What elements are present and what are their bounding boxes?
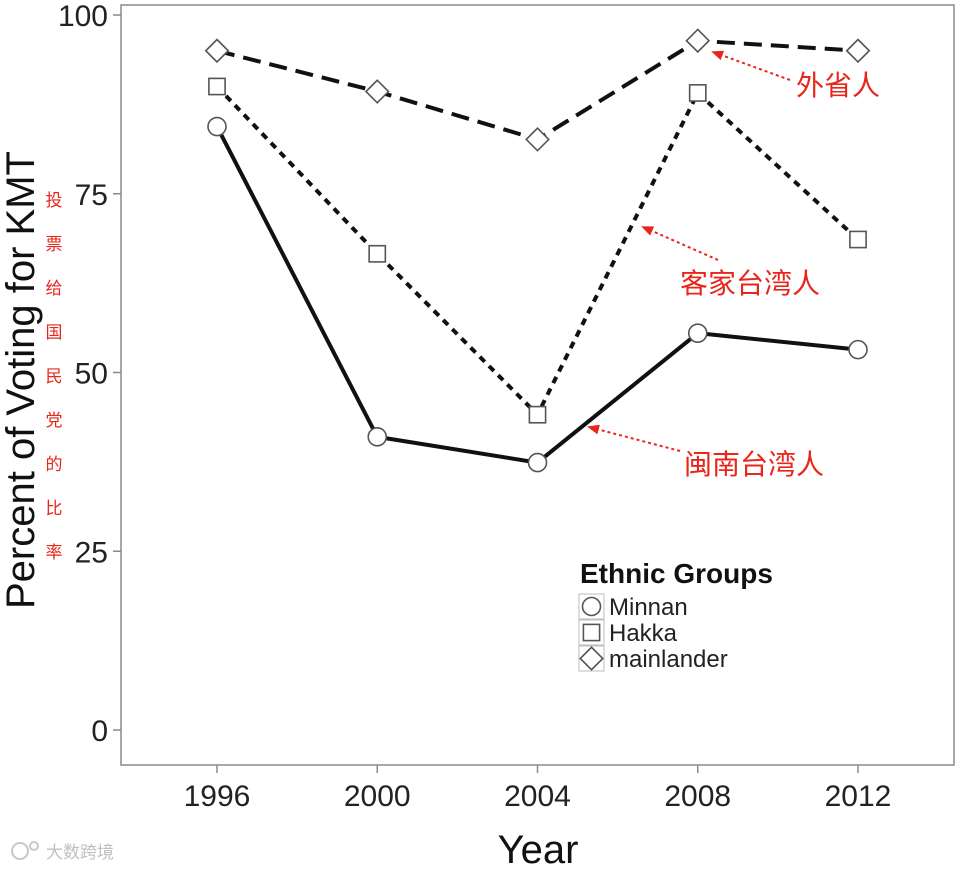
x-tick-label: 2000 xyxy=(344,780,411,813)
annotation-minnan: 闽南台湾人 xyxy=(684,448,824,481)
y-tick-label: 25 xyxy=(75,536,108,569)
y-annotation-char: 的 xyxy=(46,455,63,475)
annotation-arrow-mainlander xyxy=(711,50,791,81)
legend-circle-icon xyxy=(581,596,602,617)
legend-label-hakka: Hakka xyxy=(609,620,678,647)
data-point-hakka-2004 xyxy=(528,405,547,424)
y-annotation-char: 给 xyxy=(46,279,63,299)
series-lines xyxy=(215,38,860,465)
y-annotation-char: 比 xyxy=(46,499,63,519)
data-point-mainlander-2008 xyxy=(685,28,711,54)
data-point-hakka-2000 xyxy=(368,244,387,263)
y-annotation-char: 投 xyxy=(46,191,63,211)
watermark: 大数跨境 xyxy=(11,841,114,863)
legend-title: Ethnic Groups xyxy=(580,558,773,589)
annotations: 外省人 客家台湾人 闽南台湾人 xyxy=(587,50,880,481)
annotation-arrow-hakka xyxy=(641,226,719,261)
y-annotation-char: 票 xyxy=(46,235,63,255)
y-tick-label: 50 xyxy=(75,358,108,391)
y-axis: 0 25 50 75 100 xyxy=(58,0,121,748)
y-tick-label: 100 xyxy=(58,0,108,33)
data-point-hakka-2008 xyxy=(688,84,707,102)
y-axis-title: Percent of Voting for KMT xyxy=(0,151,43,609)
y-annotation-char: 率 xyxy=(46,543,63,563)
data-point-minnan-1996 xyxy=(207,116,227,137)
series-line-mainlander xyxy=(216,38,859,142)
annotation-arrow-minnan xyxy=(587,424,681,452)
annotation-mainlander: 外省人 xyxy=(796,69,880,102)
data-point-mainlander-2012 xyxy=(845,38,871,64)
data-point-minnan-2004 xyxy=(527,452,548,473)
x-axis-title: Year xyxy=(498,828,579,869)
x-tick-label: 2012 xyxy=(825,780,892,813)
x-axis: 1996 2000 2004 2008 2012 xyxy=(184,765,892,813)
x-tick-label: 1996 xyxy=(184,780,251,813)
watermark-logo-dot xyxy=(29,841,39,851)
y-annotation-char: 民 xyxy=(46,367,63,387)
data-point-hakka-1996 xyxy=(208,77,226,96)
x-tick-label: 2004 xyxy=(504,780,571,813)
y-tick-label: 0 xyxy=(91,715,108,748)
y-tick-label: 75 xyxy=(75,179,108,212)
y-annotation-char: 国 xyxy=(46,323,63,343)
watermark-text: 大数跨境 xyxy=(46,843,114,863)
data-point-minnan-2000 xyxy=(367,427,388,447)
data-point-mainlander-2000 xyxy=(364,79,390,104)
data-point-minnan-2012 xyxy=(848,339,868,360)
legend-label-minnan: Minnan xyxy=(609,594,688,621)
annotation-hakka: 客家台湾人 xyxy=(680,267,820,300)
data-point-mainlander-1996 xyxy=(204,38,230,64)
x-tick-label: 2008 xyxy=(664,780,731,813)
legend-square-icon xyxy=(582,623,601,642)
data-point-hakka-2012 xyxy=(849,230,867,249)
data-point-minnan-2008 xyxy=(687,323,708,343)
legend-diamond-icon xyxy=(579,646,604,671)
y-annotation-char: 党 xyxy=(46,411,63,431)
series-markers xyxy=(204,28,871,473)
watermark-logo-icon xyxy=(11,842,29,860)
data-point-mainlander-2004 xyxy=(525,127,550,152)
legend-label-mainlander: mainlander xyxy=(609,646,728,673)
